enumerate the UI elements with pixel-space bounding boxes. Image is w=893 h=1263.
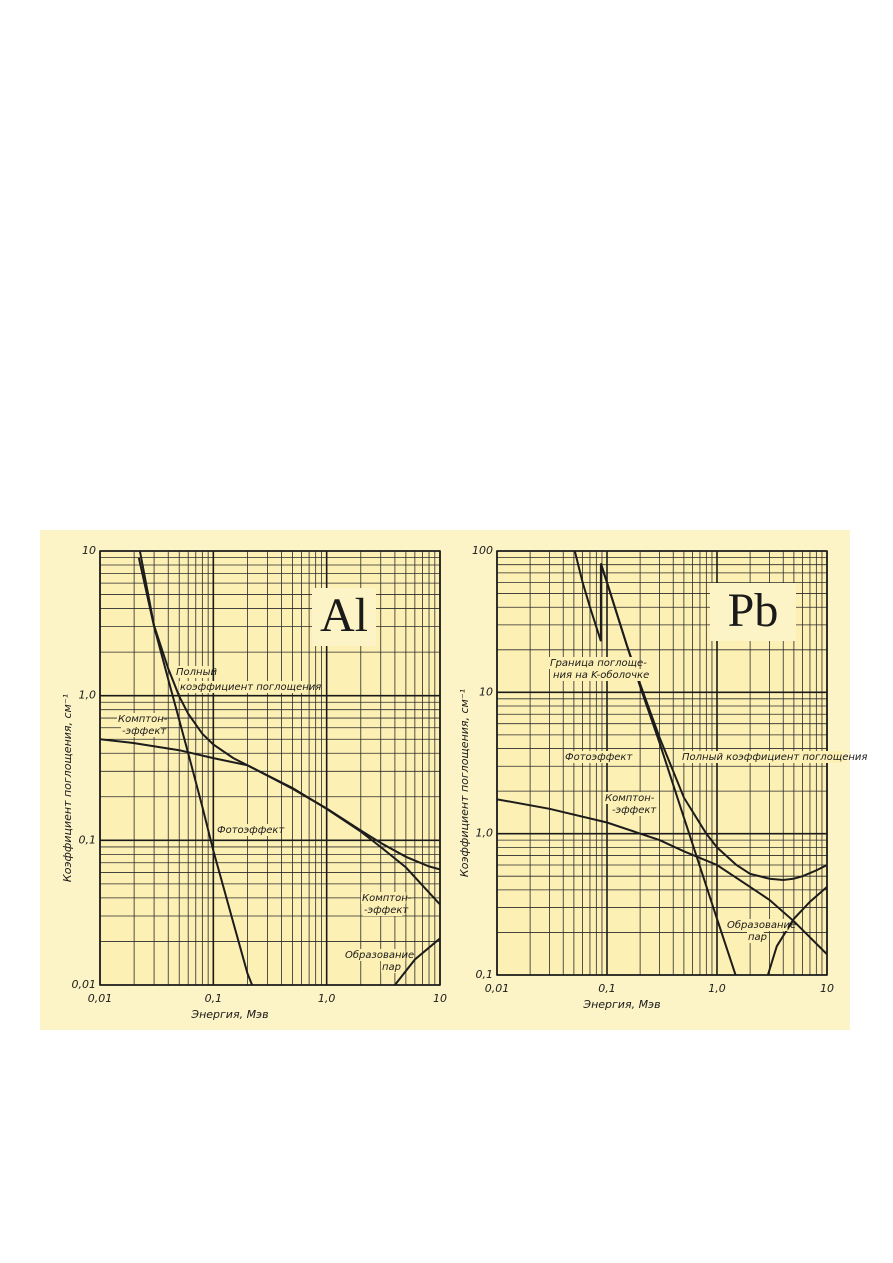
chart-label: Pb [728,584,779,637]
y-tick-label: 1,0 [476,827,494,840]
annotation-bg [121,725,161,737]
annotation: -эффект [364,905,409,916]
x-tick-label: 10 [433,992,447,1005]
annotation-bg [681,751,844,763]
annotation: Комптон- [118,714,168,725]
annotation: Фотоэффект [565,752,633,763]
annotation-bg [344,949,406,961]
curve [573,551,737,975]
annotation-bg [363,904,403,916]
label-box [710,583,796,641]
chart-label: Al [320,589,368,642]
y-tick-label: 0,1 [79,833,97,846]
curve [137,557,254,985]
curve [766,886,827,975]
annotation-bg [604,792,649,804]
curve [100,738,440,906]
y-axis-title: Коэффициент поглощения, см⁻¹ [458,689,471,877]
annotation-bg [381,961,398,973]
x-axis-title: Энергия, Мэв [190,1008,268,1021]
x-tick-label: 1,0 [708,982,726,995]
annotation-bg [747,931,764,943]
label-box [312,588,376,646]
x-axis-title: Энергия, Мэв [582,998,660,1011]
annotation: Полный коэффициент поглощения [682,752,867,763]
annotation-bg [552,669,648,681]
curve [394,937,440,985]
annotation: ния на K-оболочке [553,669,649,681]
annotation: пар [382,962,401,973]
curve [497,798,827,956]
annotation: Фотоэффект [217,825,285,836]
annotation-bg [564,751,620,763]
x-tick-label: 0,01 [485,982,510,995]
y-axis-title: Коэффициент поглощения, см⁻¹ [61,694,74,882]
y-tick-label: 0,1 [476,968,494,981]
annotation-bg [117,713,162,725]
annotation: Образование [727,919,796,931]
annotation: Комптон- [362,893,412,904]
annotation-bg [179,681,303,693]
x-tick-label: 0,1 [205,992,223,1005]
plot [496,550,828,976]
annotation: Комптон- [605,793,655,804]
x-tick-label: 0,01 [88,992,113,1005]
annotation: коэффициент поглощения [180,682,321,693]
x-tick-label: 1,0 [318,992,336,1005]
x-tick-label: 10 [820,982,834,995]
y-tick-label: 10 [479,685,493,698]
annotation: Образование [345,949,414,961]
annotation: Полный [176,667,217,678]
annotation-bg [611,804,651,816]
annotation-bg [216,824,272,836]
annotation-bg [726,919,788,931]
y-tick-label: 100 [472,544,493,557]
annotation: -эффект [612,805,657,816]
annotation-bg [175,666,209,678]
x-tick-label: 0,1 [598,982,616,995]
y-tick-label: 0,01 [72,978,97,991]
annotation: -эффект [122,726,167,737]
annotation: пар [748,932,767,943]
annotation-bg [361,892,406,904]
y-tick-label: 1,0 [79,689,97,702]
y-tick-label: 10 [82,544,96,557]
annotation: Граница поглоще- [550,658,647,669]
annotation-bg [549,657,639,669]
